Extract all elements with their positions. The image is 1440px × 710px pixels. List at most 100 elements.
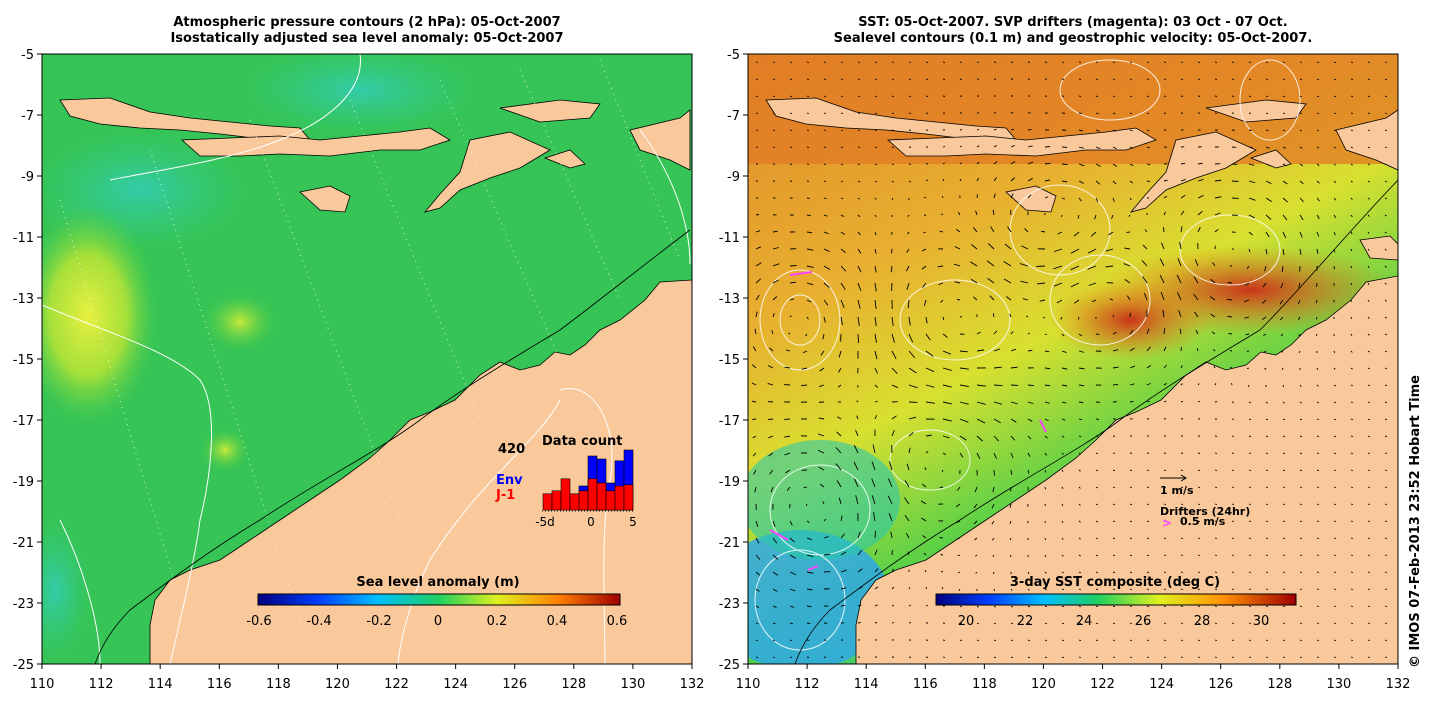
velocity-arrow [857,112,861,115]
velocity-arrow [1061,163,1068,166]
velocity-arrow [976,622,980,625]
velocity-arrow [767,383,774,386]
velocity-arrow [1146,61,1150,64]
velocity-arrow [1282,180,1288,185]
velocity-arrow [1316,486,1320,489]
velocity-arrow [1129,180,1134,184]
velocity-arrow [1129,554,1133,557]
velocity-arrow [840,163,844,166]
velocity-arrow [840,129,844,132]
velocity-arrow [942,78,946,80]
velocity-arrow [755,537,760,544]
velocity-arrow [1163,346,1167,352]
velocity-arrow [891,367,898,374]
velocity-arrow [874,333,877,343]
velocity-arrow [1061,384,1068,387]
velocity-arrow [1316,503,1320,506]
velocity-arrow [1061,605,1065,608]
velocity-arrow [975,571,978,574]
velocity-arrow [1282,486,1286,489]
velocity-arrow [1299,605,1303,608]
velocity-arrow [1333,78,1337,81]
velocity-arrow [874,568,879,573]
velocity-arrow [1095,571,1099,574]
velocity-arrow [908,447,911,454]
velocity-arrow [942,61,946,64]
right-map-title: SST: 05-Oct-2007. SVP drifters (magenta)… [748,15,1398,47]
velocity-arrow [1248,180,1256,184]
velocity-arrow [872,444,876,454]
velocity-arrow [1129,656,1133,659]
velocity-arrow [1197,226,1201,233]
right-map[interactable]: 1 m/s Drifters (24hr) > 0.5 m/s 3-day SS… [710,54,1400,670]
velocity-arrow [1265,163,1271,167]
velocity-arrow [1195,329,1199,335]
velocity-arrow [1282,503,1286,506]
velocity-arrow [1061,367,1068,370]
velocity-arrow [1367,605,1371,608]
velocity-arrow [925,450,929,454]
velocity-arrow [1112,639,1116,642]
velocity-arrow [1044,435,1048,439]
velocity-arrow [1350,384,1353,387]
velocity-arrow [1078,486,1081,489]
velocity-arrow [1179,328,1182,335]
velocity-arrow [772,520,776,527]
velocity-arrow [1078,571,1082,574]
velocity-arrow [1027,384,1034,387]
right-cool-teal [748,440,900,560]
velocity-arrow [1350,197,1353,200]
velocity-arrow [1231,622,1235,625]
velocity-arrow [1214,228,1219,233]
velocity-arrow [993,128,997,131]
velocity-arrow [1333,469,1337,472]
velocity-arrow [907,214,910,217]
velocity-arrow [1044,162,1051,165]
left-contours [42,54,691,664]
velocity-arrow [823,129,827,132]
velocity-arrow [959,145,962,148]
velocity-arrow [1282,571,1286,574]
right-colorbar-label: 3-day SST composite (deg C) [1010,575,1220,590]
velocity-arrow [1027,656,1031,659]
velocity-arrow [1214,588,1218,591]
velocity-arrow [1210,278,1216,284]
velocity-arrow [1350,588,1354,591]
velocity-arrow [1262,333,1267,337]
velocity-arrow [1248,588,1252,591]
velocity-arrow [1248,486,1252,489]
velocity-arrow [823,146,827,149]
velocity-arrow [871,478,876,488]
velocity-arrow [855,430,859,437]
velocity-arrow [1244,299,1250,303]
velocity-arrow [789,520,793,526]
velocity-arrow [857,282,862,292]
velocity-arrow [1095,656,1099,659]
velocity-arrow [753,469,757,475]
velocity-arrow [1095,588,1099,591]
velocity-arrow [1316,571,1320,574]
velocity-arrow [891,568,894,573]
velocity-arrow [874,586,879,590]
velocity-arrow [874,350,878,360]
velocity-arrow [1248,248,1251,253]
velocity-arrow [1146,537,1150,540]
velocity-arrow [751,382,757,386]
right-axis-lat-tick-label: -7 [727,109,740,124]
velocity-arrow [993,401,1003,405]
velocity-arrow [874,78,878,81]
velocity-arrow [1316,231,1320,237]
velocity-arrow [1384,656,1388,659]
velocity-arrow [856,415,859,420]
velocity-arrow [1316,112,1320,115]
velocity-arrow [1367,656,1371,659]
velocity-arrow [1248,571,1252,574]
velocity-arrow [1078,503,1081,506]
left-map[interactable]: Sea level anomaly (m) -0.6 -0.4 -0.2 0 0… [18,45,692,664]
velocity-arrow [1265,435,1269,438]
velocity-arrow [903,497,910,505]
velocity-arrow [789,146,793,148]
velocity-arrow [772,247,779,250]
velocity-arrow [1095,333,1100,335]
velocity-arrow [1214,622,1218,625]
